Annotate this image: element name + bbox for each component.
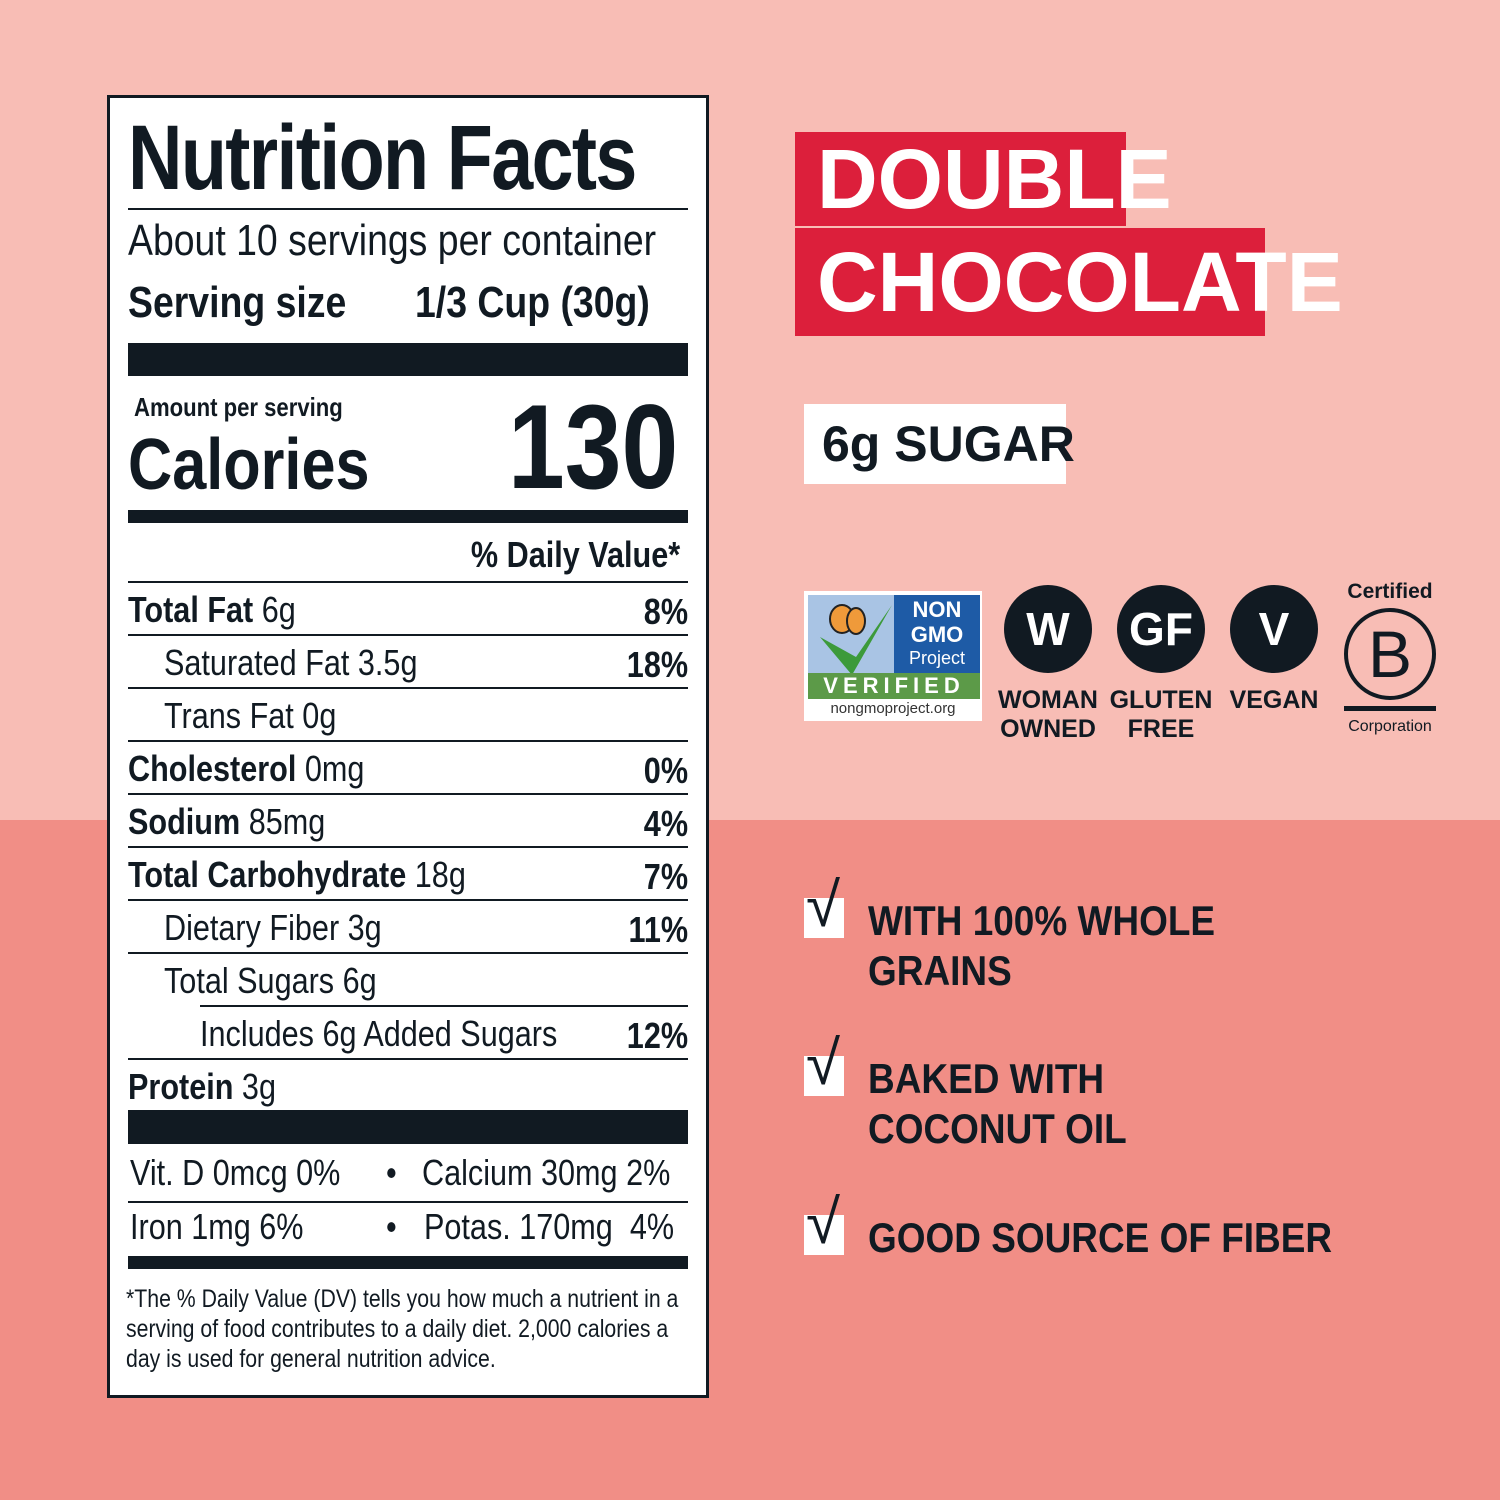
- nutrition-title: Nutrition Facts: [128, 107, 637, 209]
- calcium: Calcium 30mg 2%: [422, 1152, 671, 1193]
- gluten-free-badge: GF: [1117, 585, 1205, 673]
- medium-divider: [128, 510, 688, 523]
- woman-owned-label: WOMAN OWNED: [998, 686, 1098, 743]
- project-text: Project: [908, 648, 966, 668]
- potassium: Potas. 170mg 4%: [424, 1206, 675, 1247]
- claim-whole-grains: WITH 100% WHOLE GRAINS: [868, 897, 1216, 994]
- calories-value: 130: [507, 380, 678, 514]
- bullet: •: [386, 1152, 397, 1193]
- divider: [128, 1201, 688, 1203]
- footnote: *The % Daily Value (DV) tells you how mu…: [126, 1285, 679, 1373]
- nutrient-row: Protein 3g: [128, 1058, 688, 1111]
- nutrient-row: Cholesterol 0mg 0%: [128, 740, 688, 793]
- nutrient-row: Dietary Fiber 3g 11%: [128, 899, 688, 952]
- non-text: NON: [912, 597, 962, 622]
- vitamin-d: Vit. D 0mcg 0%: [130, 1152, 341, 1193]
- woman-owned-badge: W: [1004, 585, 1092, 673]
- nutrient-row: Includes 6g Added Sugars 12%: [200, 1005, 688, 1058]
- nutrient-row: Total Sugars 6g: [128, 952, 688, 1005]
- serving-size-value: 1/3 Cup (30g): [415, 278, 650, 327]
- butterfly-check-icon: [820, 604, 892, 675]
- nutrient-row: Saturated Fat 3.5g 18%: [128, 634, 688, 687]
- iron: Iron 1mg 6%: [130, 1206, 304, 1247]
- vegan-label: VEGAN: [1229, 686, 1319, 714]
- flavor-line-2: CHOCOLATE: [795, 228, 1343, 336]
- medium-divider: [128, 1256, 688, 1269]
- check-icon: √: [804, 871, 844, 940]
- divider: [128, 208, 688, 210]
- b-corp-logo: Certified B Corporation: [1340, 580, 1440, 736]
- sugar-tag: 6g SUGAR: [804, 404, 1075, 484]
- daily-value-header: % Daily Value*: [470, 534, 680, 575]
- check-icon: √: [804, 1188, 844, 1257]
- nutrient-row: Trans Fat 0g: [128, 687, 688, 740]
- thick-divider: [128, 1110, 688, 1144]
- vegan-badge: V: [1230, 585, 1318, 673]
- claim-fiber: GOOD SOURCE OF FIBER: [868, 1214, 1333, 1261]
- bullet: •: [386, 1206, 397, 1247]
- gmo-text: GMO: [910, 622, 964, 647]
- serving-size-label: Serving size: [128, 278, 347, 327]
- flavor-line-1: DOUBLE: [795, 132, 1172, 226]
- servings-per-container: About 10 servings per container: [128, 216, 657, 265]
- verified-text: VERIFIED: [808, 673, 980, 699]
- gluten-free-label: GLUTEN FREE: [1109, 686, 1213, 743]
- check-icon: √: [804, 1029, 844, 1098]
- nongmo-url: nongmoproject.org: [830, 700, 956, 717]
- claim-coconut-oil: BAKED WITH COCONUT OIL: [868, 1055, 1127, 1152]
- thick-divider: [128, 343, 688, 376]
- nutrient-row: Total Fat 6g 8%: [128, 581, 688, 634]
- calories-label: Calories: [128, 425, 370, 505]
- nutrition-facts-label: Nutrition Facts About 10 servings per co…: [107, 95, 709, 1398]
- nutrient-row: Sodium 85mg 4%: [128, 793, 688, 846]
- non-gmo-verified-logo: NON GMO Project VERIFIED nongmoproject.o…: [804, 591, 982, 721]
- nutrient-row: Total Carbohydrate 18g 7%: [128, 846, 688, 899]
- amount-per-serving: Amount per serving: [134, 392, 343, 422]
